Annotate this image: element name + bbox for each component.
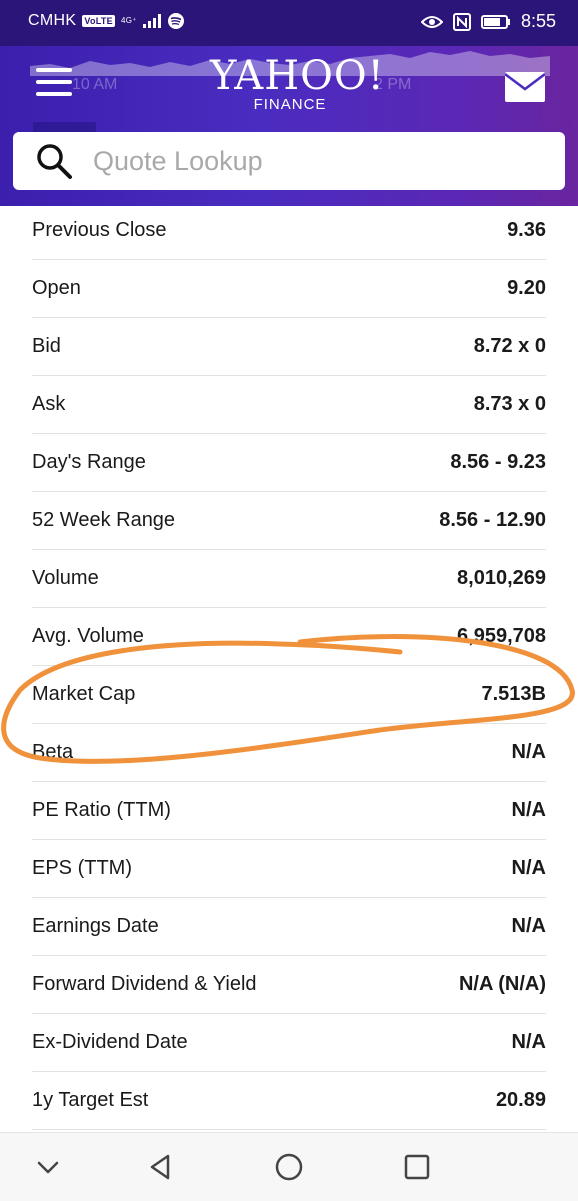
stat-value: 8.73 x 0: [473, 393, 546, 415]
yahoo-finance-logo[interactable]: YAHOO! FINANCE: [210, 53, 385, 113]
stat-value: N/A: [511, 915, 546, 937]
stat-row-previous-close: Previous Close 9.36: [32, 202, 546, 260]
stat-row-beta: Beta N/A: [32, 724, 546, 782]
stat-value: 9.20: [507, 277, 546, 299]
search-icon: [37, 144, 72, 179]
hamburger-line: [36, 68, 72, 72]
carrier-name: CMHK: [28, 12, 77, 29]
status-right: 8:55: [420, 11, 556, 32]
stat-row-1y-target: 1y Target Est 20.89: [32, 1072, 546, 1130]
stat-label: Volume: [32, 567, 99, 589]
stat-row-ex-dividend-date: Ex-Dividend Date N/A: [32, 1014, 546, 1072]
network-type: 4G⁺: [120, 16, 137, 25]
stat-value: 7.513B: [481, 683, 547, 705]
signal-icon: [142, 14, 161, 28]
status-bar: CMHK VoLTE 4G⁺ 8:55: [0, 0, 578, 46]
mini-chart-background: [30, 51, 550, 76]
stat-row-eps: EPS (TTM) N/A: [32, 840, 546, 898]
hamburger-line: [36, 92, 72, 96]
stat-row-volume: Volume 8,010,269: [32, 550, 546, 608]
quote-lookup-search[interactable]: [13, 132, 565, 190]
stat-value: 8.56 - 12.90: [439, 509, 546, 531]
logo-subtitle: FINANCE: [253, 96, 327, 113]
stat-label: Avg. Volume: [32, 625, 144, 647]
stat-label: Market Cap: [32, 683, 136, 705]
quote-statistics-list: Previous Close 9.36 Open 9.20 Bid 8.72 x…: [32, 202, 546, 1130]
home-circle-icon[interactable]: [273, 1151, 305, 1183]
stat-label: Forward Dividend & Yield: [32, 973, 257, 995]
chevron-down-icon[interactable]: [32, 1151, 64, 1183]
stat-label: Earnings Date: [32, 915, 159, 937]
stat-label: 52 Week Range: [32, 509, 176, 531]
system-navigation-bar: [0, 1132, 578, 1201]
stat-value: 8.72 x 0: [473, 335, 546, 357]
volte-badge: VoLTE: [82, 15, 115, 27]
stat-value: 20.89: [495, 1089, 546, 1111]
status-left: CMHK VoLTE 4G⁺: [28, 12, 185, 30]
recent-apps-square-icon[interactable]: [401, 1151, 433, 1183]
spotify-icon: [167, 13, 184, 29]
stat-value: 8,010,269: [457, 567, 546, 589]
stat-row-ask: Ask 8.73 x 0: [32, 376, 546, 434]
stat-label: Previous Close: [32, 219, 167, 241]
stat-value: N/A (N/A): [458, 973, 546, 995]
stat-row-forward-dividend: Forward Dividend & Yield N/A (N/A): [32, 956, 546, 1014]
stat-label: Beta: [32, 741, 74, 763]
stat-label: Ex-Dividend Date: [32, 1031, 188, 1053]
menu-button[interactable]: [36, 68, 72, 98]
stat-row-market-cap: Market Cap 7.513B: [32, 666, 546, 724]
stat-value: N/A: [511, 741, 546, 763]
stat-row-bid: Bid 8.72 x 0: [32, 318, 546, 376]
stat-value: N/A: [511, 799, 546, 821]
clock-time: 8:55: [520, 11, 556, 31]
battery-icon: [480, 14, 510, 29]
stat-row-52-week-range: 52 Week Range 8.56 - 12.90: [32, 492, 546, 550]
logo-wordmark: YAHOO!: [210, 53, 385, 99]
stat-row-days-range: Day's Range 8.56 - 9.23: [32, 434, 546, 492]
stat-label: Ask: [32, 393, 66, 415]
mail-icon[interactable]: [505, 72, 545, 102]
stat-value: N/A: [511, 1031, 546, 1053]
stat-row-earnings-date: Earnings Date N/A: [32, 898, 546, 956]
stat-value: 9.36: [507, 219, 546, 241]
hamburger-line: [36, 80, 72, 84]
stat-label: 1y Target Est: [32, 1089, 149, 1111]
stat-label: Day's Range: [32, 451, 146, 473]
stat-value: 6,959,708: [457, 625, 546, 647]
stat-row-open: Open 9.20: [32, 260, 546, 318]
nfc-icon: [452, 12, 471, 31]
stat-label: Bid: [32, 335, 61, 357]
stat-row-pe-ratio: PE Ratio (TTM) N/A: [32, 782, 546, 840]
stat-value: 8.56 - 9.23: [450, 451, 546, 473]
stat-row-avg-volume: Avg. Volume 6,959,708: [32, 608, 546, 666]
app-header: 10 AM 2 PM YAHOO! FINANCE: [0, 46, 578, 206]
search-input[interactable]: [91, 144, 535, 178]
stat-value: N/A: [511, 857, 546, 879]
chart-time-label-1: 10 AM: [72, 76, 118, 93]
chart-time-label-2: 2 PM: [374, 76, 412, 93]
stat-label: EPS (TTM): [32, 857, 132, 879]
stat-label: PE Ratio (TTM): [32, 799, 171, 821]
eye-comfort-icon: [420, 15, 443, 28]
stat-label: Open: [32, 277, 81, 299]
back-triangle-icon[interactable]: [144, 1151, 176, 1183]
chart-marker: [33, 122, 96, 132]
